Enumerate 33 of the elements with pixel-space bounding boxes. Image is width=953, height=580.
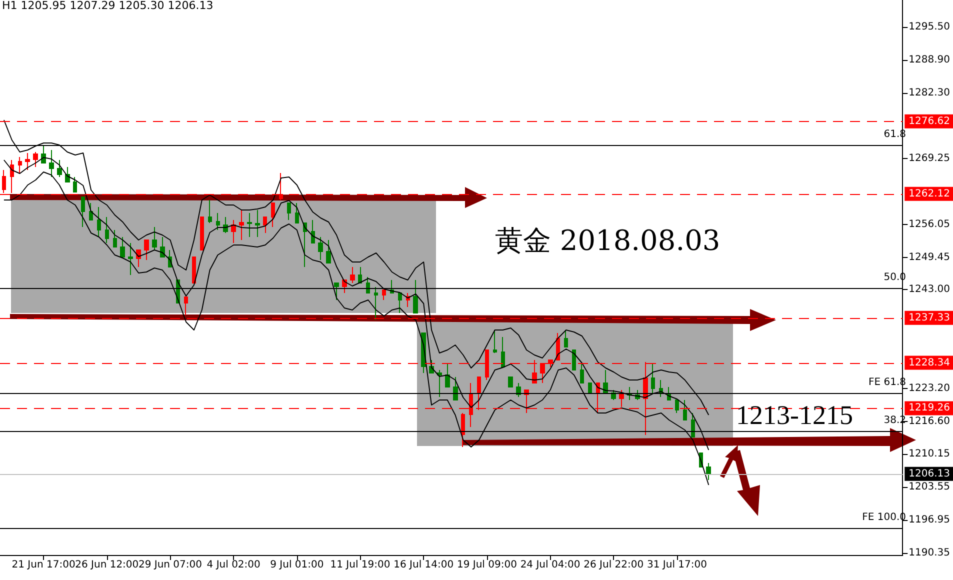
y-tick-label: 1196.95 — [908, 514, 950, 526]
y-tick-label: 1256.05 — [908, 218, 950, 230]
ref-line-label: 1206.13 — [908, 468, 950, 480]
y-tick-label: 1295.50 — [908, 22, 950, 32]
y-tick-label: 1223.20 — [908, 383, 950, 394]
ref-line-label: 1262.12 — [908, 188, 950, 200]
text: 1213-1215 — [736, 400, 853, 431]
ref-line-label: 1228.34 — [908, 357, 950, 368]
x-tick-label: 4 Jul 02:00 — [206, 560, 260, 570]
x-tick-label: 26 Jun 12:00 — [75, 560, 139, 570]
x-tick-label: 26 Jul 22:00 — [584, 560, 644, 570]
x-tick-label: 9 Jul 01:00 — [270, 560, 324, 570]
y-tick-label: 1210.15 — [908, 448, 950, 460]
annotation: 黄金 2018.08.03 — [495, 223, 720, 259]
x-tick-label: 21 Jun 17:00 — [12, 560, 76, 570]
ref-line-label: 1219.26 — [908, 402, 950, 414]
x-tick-label: 29 Jun 07:00 — [138, 560, 202, 570]
y-tick-label: 1203.55 — [908, 481, 950, 492]
x-tick-label: 19 Jul 09:00 — [456, 560, 517, 570]
x-tick-label: 24 Jul 04:00 — [520, 560, 580, 570]
y-tick-label: 1243.00 — [908, 284, 950, 295]
ref-line-label: 1237.33 — [908, 312, 950, 324]
x-tick-label: 16 Jul 14:00 — [394, 560, 454, 570]
y-tick-label: 1269.25 — [908, 152, 950, 164]
y-tick-label: 1216.60 — [908, 416, 950, 427]
ref-line-label: 1276.62 — [908, 116, 950, 127]
y-tick-label: 1288.90 — [908, 54, 950, 66]
annotation: H1 1205.95 1207.29 1205.30 1206.13 — [2, 0, 214, 12]
y-tick-label: 1249.45 — [908, 252, 950, 263]
y-tick-label: 1282.30 — [908, 88, 950, 98]
x-tick-label: 11 Jul 19:00 — [330, 560, 390, 570]
y-tick-label: 1190.35 — [908, 547, 950, 558]
x-tick-label: 31 Jul 17:00 — [647, 560, 707, 570]
